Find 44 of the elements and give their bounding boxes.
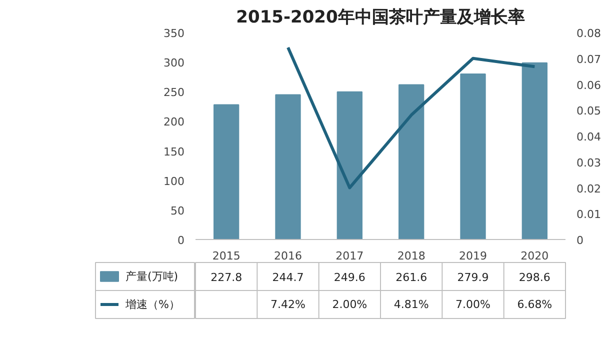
data-label: 249.6 bbox=[334, 271, 366, 284]
y2-tick-label: 0.03 bbox=[576, 156, 601, 170]
data-label: 2.00% bbox=[332, 298, 368, 311]
data-label: 6.68% bbox=[517, 298, 552, 311]
bar bbox=[214, 104, 240, 240]
x-tick-label: 2018 bbox=[397, 250, 426, 262]
x-tick-label: 2016 bbox=[274, 250, 302, 262]
y2-tick-label: 0.04 bbox=[576, 130, 601, 144]
data-label: 4.81% bbox=[394, 298, 429, 311]
data-label: 244.7 bbox=[272, 271, 304, 284]
legend-label: 增速（%） bbox=[124, 298, 180, 311]
chart-title: 2015-2020年中国茶叶产量及增长率 bbox=[236, 8, 525, 28]
x-tick-label: 2019 bbox=[459, 250, 488, 262]
y-tick-label: 150 bbox=[164, 145, 185, 158]
y2-tick-label: 0 bbox=[576, 234, 584, 247]
y-tick-label: 250 bbox=[164, 86, 185, 100]
line-series bbox=[286, 46, 536, 190]
data-label: 298.6 bbox=[518, 271, 550, 284]
y-tick-label: 350 bbox=[164, 27, 185, 40]
y-tick-label: 100 bbox=[164, 174, 185, 188]
bar bbox=[460, 73, 486, 240]
bar bbox=[275, 94, 301, 240]
y2-tick-label: 0.07 bbox=[576, 52, 601, 66]
x-tick-label: 2017 bbox=[336, 250, 364, 262]
x-tick-label: 2015 bbox=[212, 250, 240, 262]
bar bbox=[522, 62, 548, 240]
legend-label: 产量(万吨) bbox=[126, 270, 178, 283]
bar bbox=[336, 91, 362, 240]
y-tick-label: 50 bbox=[170, 204, 185, 218]
y2-tick-label: 0.06 bbox=[576, 78, 601, 92]
y2-tick-label: 0.02 bbox=[576, 182, 601, 196]
data-label: 279.9 bbox=[457, 271, 489, 284]
y2-tick-label: 0.08 bbox=[576, 27, 601, 40]
y-tick-label: 300 bbox=[164, 56, 185, 70]
data-label: 7.00% bbox=[456, 298, 490, 311]
y-tick-label: 0 bbox=[178, 234, 184, 247]
bar bbox=[398, 84, 424, 240]
data-label: 7.42% bbox=[270, 298, 306, 311]
y2-tick-label: 0.05 bbox=[576, 104, 601, 118]
data-label: 261.6 bbox=[396, 271, 428, 284]
x-tick-label: 2020 bbox=[520, 250, 549, 262]
y2-tick-label: 0.01 bbox=[576, 208, 601, 222]
data-label: 227.8 bbox=[210, 271, 242, 284]
y-tick-label: 200 bbox=[164, 116, 185, 129]
